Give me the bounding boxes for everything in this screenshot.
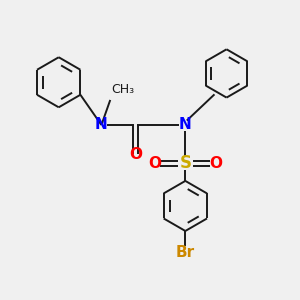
Text: O: O bbox=[148, 156, 161, 171]
Text: Br: Br bbox=[176, 245, 195, 260]
Text: S: S bbox=[179, 154, 191, 172]
Text: O: O bbox=[210, 156, 223, 171]
Text: CH₃: CH₃ bbox=[112, 82, 135, 95]
Text: N: N bbox=[179, 118, 192, 133]
Text: N: N bbox=[95, 118, 108, 133]
Text: O: O bbox=[129, 147, 142, 162]
